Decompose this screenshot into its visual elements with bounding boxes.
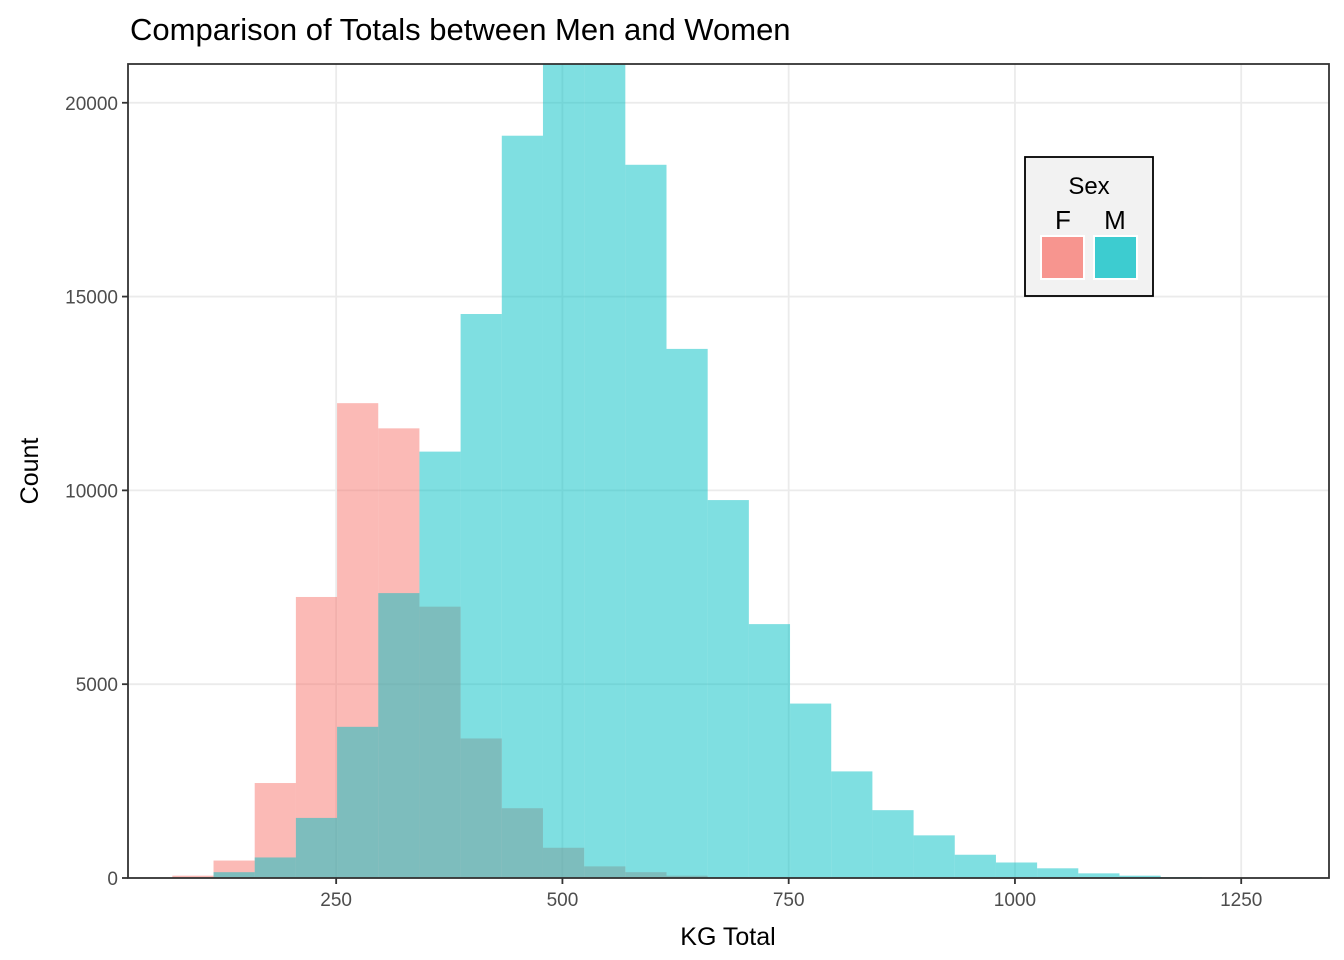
bar-m <box>913 835 955 878</box>
bar-m <box>872 810 914 878</box>
bar-m <box>213 872 255 878</box>
y-tick-label: 10000 <box>65 481 118 502</box>
x-tick-label: 750 <box>773 890 805 911</box>
x-tick-label: 500 <box>547 890 579 911</box>
bars-layer <box>172 64 1244 878</box>
bar-m <box>295 817 338 878</box>
bar-m <box>254 857 296 878</box>
legend-label-f: F <box>1055 205 1071 235</box>
y-axis-label: Count <box>16 438 44 505</box>
legend-label-m: M <box>1104 205 1126 235</box>
y-tick-label: 5000 <box>76 675 118 696</box>
bar-m <box>501 135 543 878</box>
legend: Sex F M <box>1024 156 1154 297</box>
bar-m <box>831 771 873 878</box>
x-tick-label: 1250 <box>1220 890 1262 911</box>
plot-panel-border <box>127 63 1330 879</box>
y-tick-label: 0 <box>107 869 118 890</box>
x-tick-label: 1000 <box>994 890 1036 911</box>
axis-ticks: 250 500 750 1000 1250 0 5000 10000 15000 20000 <box>65 94 1262 911</box>
bar-m <box>625 164 667 878</box>
bar-m <box>748 624 791 878</box>
bar-m <box>995 862 1038 878</box>
bar-m <box>666 348 708 878</box>
bar-m <box>584 64 626 878</box>
bar-m <box>1078 873 1120 878</box>
bar-m <box>1119 875 1161 878</box>
legend-key-m <box>1093 235 1138 280</box>
legend-key-f <box>1040 235 1085 280</box>
x-tick-label: 250 <box>320 890 352 911</box>
bar-m <box>1037 868 1079 878</box>
legend-title: Sex <box>1068 173 1109 200</box>
y-tick-label: 20000 <box>65 94 118 115</box>
y-tick-label: 15000 <box>65 288 118 309</box>
chart-title: Comparison of Totals between Men and Wom… <box>130 12 791 47</box>
bar-m <box>460 314 502 878</box>
bar-m <box>954 854 996 878</box>
bar-m <box>337 726 379 878</box>
bar-f <box>172 875 214 878</box>
bar-m <box>419 451 461 878</box>
x-axis-label: KG Total <box>680 923 775 951</box>
bar-m <box>542 64 585 878</box>
bar-m <box>707 500 749 878</box>
bar-m <box>790 703 832 878</box>
bar-m <box>378 593 420 878</box>
